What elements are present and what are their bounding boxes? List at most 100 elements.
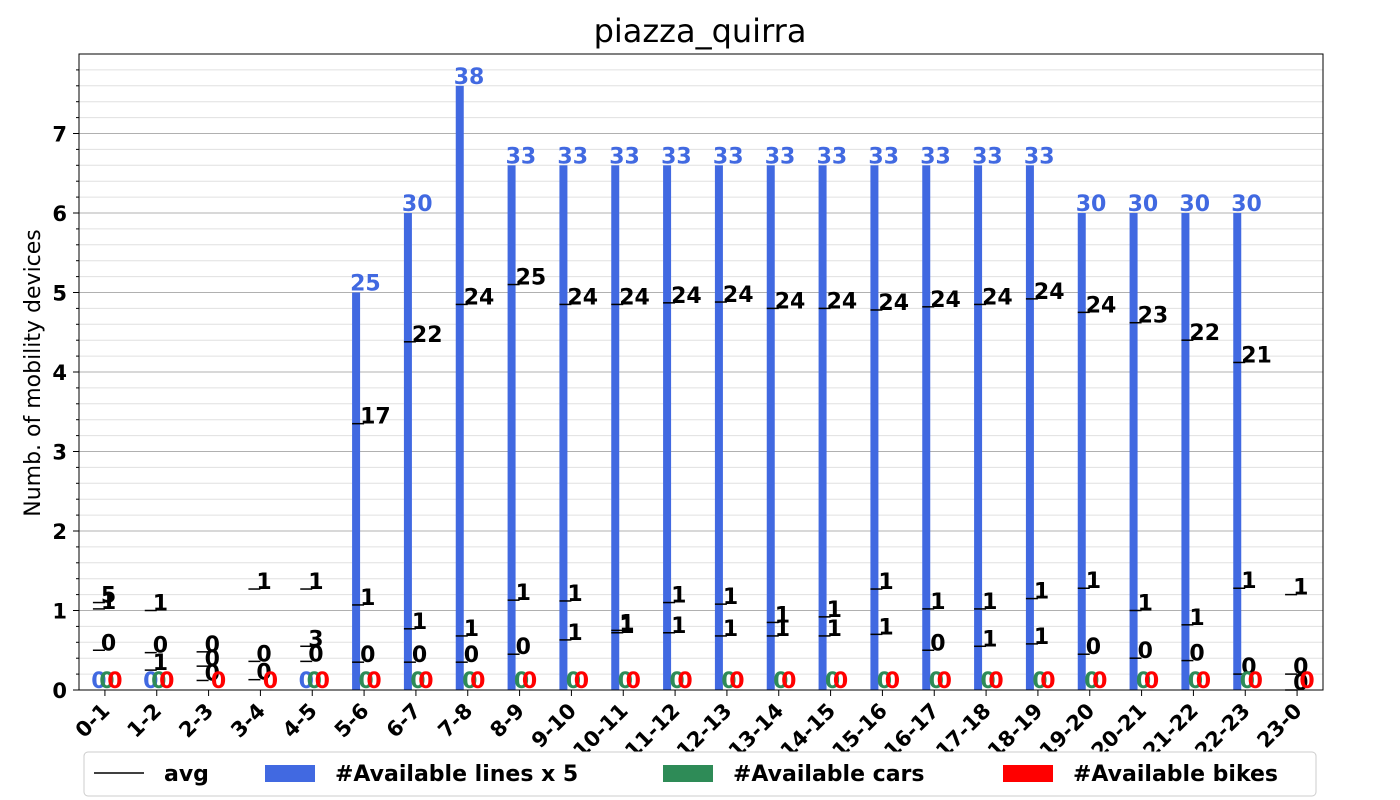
avg-label: 1 [412,610,427,635]
bar [403,213,412,690]
avg-label: 1 [878,570,893,595]
avg-label: 1 [930,590,945,615]
bar [922,165,931,691]
data-label: 33 [868,144,899,169]
data-label: 0 [1248,669,1263,694]
y-axis-label: Numb. of mobility devices [21,229,46,517]
y-tick-label: 2 [52,520,67,544]
avg-label: 25 [516,266,547,291]
avg-label: 24 [723,283,754,308]
avg-label: 1 [723,585,738,610]
avg-label: 24 [619,285,650,310]
data-label: 0 [1136,669,1151,694]
avg-label: 1 [827,617,842,642]
bar [766,165,775,691]
avg-label: 1 [1086,569,1101,594]
data-label: 25 [350,272,381,297]
data-label: 0 [107,669,122,694]
avg-label: 1 [464,617,479,642]
data-label: 0 [773,669,788,694]
bar [714,165,723,691]
bar [1129,213,1138,690]
bar [507,165,516,691]
y-tick-label: 6 [52,202,67,226]
data-label: 0 [929,669,944,694]
legend-label: #Available bikes [1073,762,1278,787]
data-label: 0 [781,669,796,694]
data-label: 0 [410,669,425,694]
y-tick-label: 0 [52,679,67,703]
data-label: 33 [557,144,588,169]
data-label: 0 [1040,669,1055,694]
avg-label: 24 [775,289,806,314]
legend-patch-swatch [663,765,713,782]
data-label: 0 [143,669,158,694]
avg-markers: 5101010001001301710221024102510241124112… [92,266,1308,696]
data-label: 0 [1196,669,1211,694]
data-label: 0 [937,669,952,694]
avg-label: 5 [101,584,116,609]
bar [974,165,983,691]
avg-label: 1 [671,584,686,609]
data-label: 33 [609,144,640,169]
avg-label: 0 [930,631,945,656]
y-tick-label: 5 [52,282,67,306]
grid-lines [79,53,1323,691]
avg-label: 24 [930,288,961,313]
bar [559,165,568,691]
avg-label: 1 [723,617,738,642]
avg-label: 1 [775,617,790,642]
legend-patch-swatch [1003,765,1053,782]
avg-label: 1 [101,590,116,615]
data-label: 0 [833,669,848,694]
avg-label: 0 [1138,639,1153,664]
avg-label: 24 [1034,280,1065,305]
data-label: 0 [358,669,373,694]
data-label: 0 [877,669,892,694]
data-label: 0 [626,669,641,694]
avg-label: 24 [827,289,858,314]
avg-label: 0 [205,661,220,686]
data-label: 0 [729,669,744,694]
bar [455,85,464,691]
data-label: 0 [418,669,433,694]
y-tick-label: 1 [52,600,67,624]
data-label: 33 [1024,144,1055,169]
bar [663,165,672,691]
avg-label: 1 [308,570,323,595]
data-label: 0 [885,669,900,694]
data-label: 0 [1299,669,1314,694]
avg-label: 1 [516,581,531,606]
avg-label: 1 [567,582,582,607]
chart-title: piazza_quirra [594,12,807,50]
data-label: 0 [721,669,736,694]
avg-label: 1 [827,598,842,623]
data-label: 0 [988,669,1003,694]
avg-label: 24 [567,285,598,310]
bar [1233,213,1242,690]
avg-label: 1 [878,615,893,640]
avg-label: 1 [619,611,634,636]
data-label: 30 [1179,192,1210,217]
avg-label: 0 [1189,642,1204,667]
data-label: 0 [677,669,692,694]
avg-label: 1 [1241,569,1256,594]
avg-label: 0 [516,635,531,660]
legend-label: avg [164,762,209,787]
avg-label: 1 [1034,625,1049,650]
y-tick-label: 4 [52,361,67,385]
avg-label: 1 [1034,580,1049,605]
avg-label: 21 [1241,343,1272,368]
data-label: 0 [299,669,314,694]
data-label: 0 [91,669,106,694]
bar [870,165,879,691]
data-label: 0 [211,669,226,694]
data-label: 33 [765,144,796,169]
avg-label: 0 [153,634,168,659]
data-label: 0 [462,669,477,694]
bar [611,165,620,691]
avg-label: 3 [308,627,323,652]
avg-label: 1 [619,614,634,639]
avg-label: 0 [256,661,271,686]
